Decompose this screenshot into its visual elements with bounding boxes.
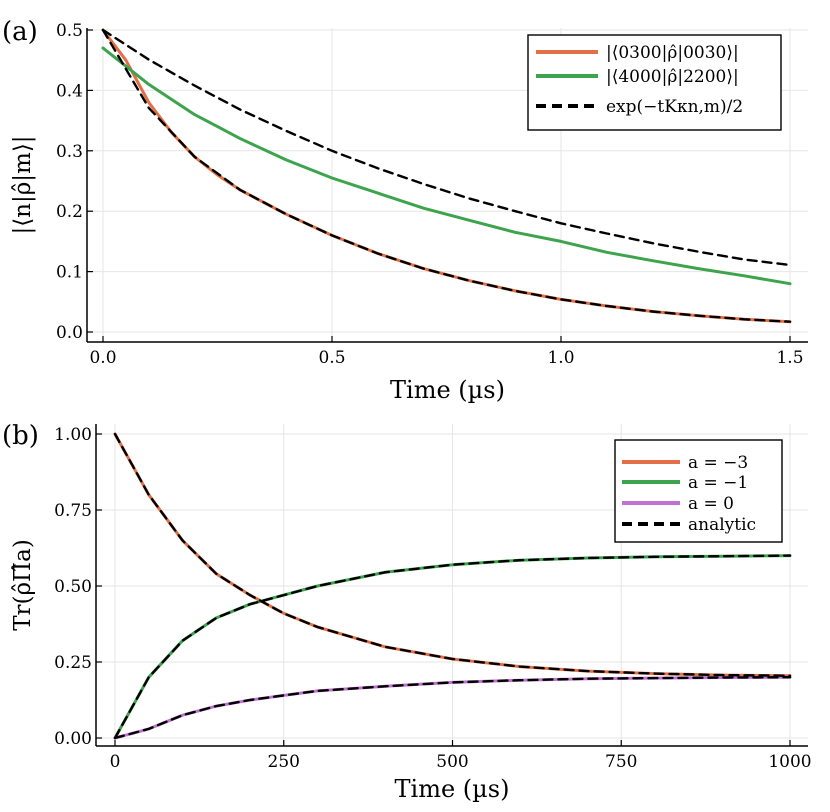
x-tick-label: 0.0: [89, 348, 116, 368]
y-tick-label: 0.50: [54, 577, 92, 597]
legend-label: analytic: [688, 515, 756, 535]
panel-label: (b): [2, 421, 39, 451]
panel-label: (a): [2, 17, 38, 47]
x-tick-label: 1000: [768, 752, 811, 772]
y-axis-label: |⟨n|ρ̂|m⟩|: [10, 135, 36, 234]
x-tick-label: 0.5: [318, 348, 345, 368]
y-tick-label: 1.00: [54, 425, 92, 445]
x-tick-label: 1.0: [547, 348, 574, 368]
x-tick-label: 1.5: [776, 348, 803, 368]
x-tick-label: 750: [605, 752, 637, 772]
series-line: [113, 432, 792, 677]
y-tick-label: 0.75: [54, 501, 92, 521]
x-tick-label: 500: [436, 752, 468, 772]
series-line: [101, 28, 792, 323]
panel-a: 0.0 0.5 1.0 1.5 0.0 0.1 0.2 0.3 0.4 0.5 Time (µs) |…: [2, 17, 808, 404]
y-tick-label: 0.2: [56, 202, 83, 222]
legend-label: a = 0: [688, 494, 734, 514]
y-tick-label: 0.25: [54, 653, 92, 673]
x-axis-label: Time (µs): [395, 775, 510, 803]
legend-label: |⟨4000|ρ̂|2200⟩|: [606, 67, 739, 87]
x-axis-label: Time (µs): [390, 376, 505, 404]
y-tick-label: 0.4: [56, 81, 83, 101]
legend-label: a = −3: [688, 453, 748, 473]
y-tick-label: 0.00: [54, 729, 92, 749]
y-axis-label: Tr(ρ̂Π̂a): [10, 539, 36, 631]
y-tick-label: 0.3: [56, 142, 83, 162]
y-tick-label: 0.5: [56, 21, 83, 41]
series-line: [113, 554, 792, 740]
panel-b: 0 250 500 750 1000 0.00 0.25 0.50 0.75 1.00 Time (…: [2, 421, 812, 803]
series-line: [113, 676, 792, 740]
legend: |⟨0300|ρ̂|0030⟩| |⟨4000|ρ̂|2200⟩| exp(−tKκ…: [527, 34, 782, 131]
series-line: [101, 28, 792, 267]
series-line: [101, 46, 792, 286]
legend-label: a = −1: [688, 473, 748, 493]
legend-label: |⟨0300|ρ̂|0030⟩|: [606, 43, 739, 63]
legend-label: exp(−tKκn,m)/2: [606, 97, 743, 117]
y-tick-label: 0.0: [56, 323, 83, 343]
x-tick-label: 250: [268, 752, 300, 772]
y-tick-label: 0.1: [56, 263, 83, 283]
x-tick-label: 0: [110, 752, 121, 772]
